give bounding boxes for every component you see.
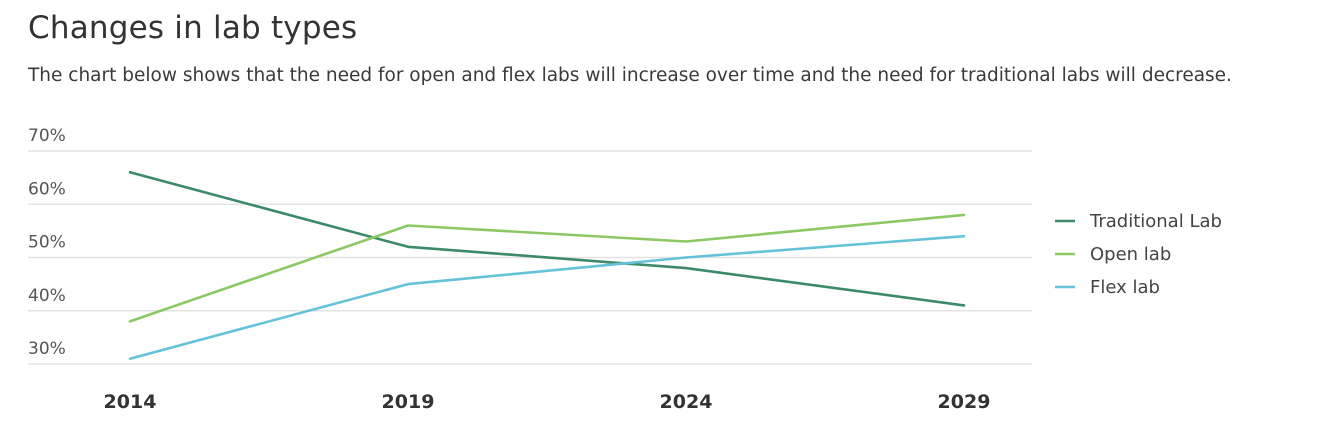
x-tick-label: 2019 <box>382 391 435 413</box>
legend-label: Open lab <box>1090 244 1171 265</box>
series-line-traditional-lab <box>128 171 966 307</box>
legend-label: Flex lab <box>1090 277 1160 298</box>
series-line-open-lab <box>128 213 966 323</box>
y-tick-label: 30% <box>28 339 66 359</box>
x-tick-label: 2014 <box>104 391 157 413</box>
y-tick-label: 60% <box>28 179 66 199</box>
y-tick-label: 40% <box>28 286 66 306</box>
legend-label: Traditional Lab <box>1089 211 1222 232</box>
x-tick-label: 2029 <box>938 391 991 413</box>
y-tick-label: 50% <box>28 233 66 253</box>
series-line-flex-lab <box>128 234 966 361</box>
x-tick-label: 2024 <box>660 391 713 413</box>
chart-title: Changes in lab types <box>28 10 358 46</box>
y-tick-label: 70% <box>28 126 66 146</box>
chart-subtitle: The chart below shows that the need for … <box>28 65 1232 86</box>
